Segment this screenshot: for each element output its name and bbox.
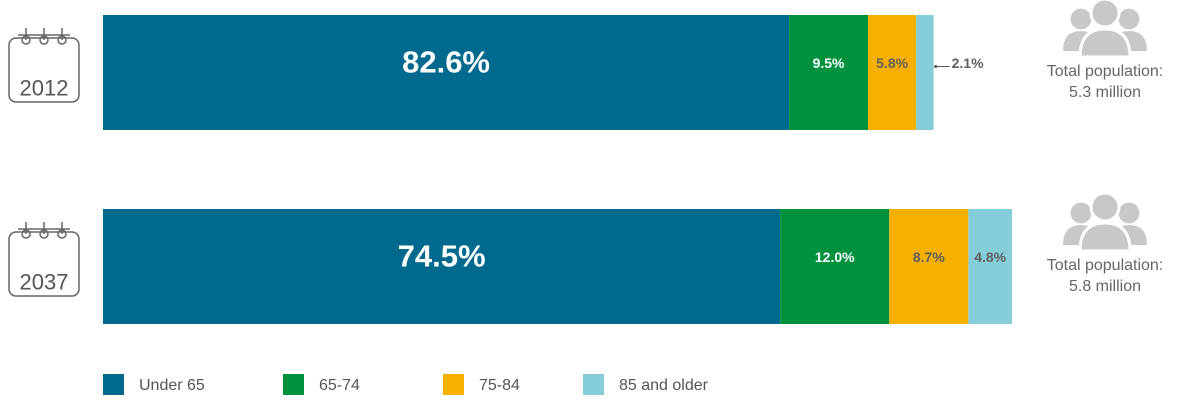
population-value: 5.8 million xyxy=(1069,278,1141,295)
bar-segment xyxy=(103,209,781,324)
value-label: 8.7% xyxy=(913,249,945,265)
person-head xyxy=(1118,8,1140,30)
person-head xyxy=(1118,202,1140,224)
person-head xyxy=(1089,191,1121,223)
bar-segment xyxy=(789,15,869,130)
legend-label: 75-84 xyxy=(479,377,520,394)
legend-label: 85 and older xyxy=(619,377,709,394)
value-label: 9.5% xyxy=(813,55,845,71)
legend-swatch xyxy=(583,374,604,395)
person-head xyxy=(1070,8,1092,30)
person-body xyxy=(1078,221,1132,253)
bar-segment xyxy=(103,15,790,130)
value-label: 2.1% xyxy=(952,55,984,71)
legend-label: Under 65 xyxy=(139,377,205,394)
bar-segment xyxy=(916,15,934,130)
value-label: 5.8% xyxy=(876,55,908,71)
population-label: Total population: xyxy=(1047,257,1164,274)
person-body xyxy=(1078,27,1132,59)
bar-segment xyxy=(868,15,917,130)
value-label: 4.8% xyxy=(974,249,1006,265)
legend-label: 65-74 xyxy=(319,377,360,394)
leader-dot xyxy=(934,65,938,68)
value-label: 12.0% xyxy=(815,249,855,265)
bar-segment xyxy=(968,209,1012,324)
population-label: Total population: xyxy=(1047,63,1164,80)
legend-swatch xyxy=(283,374,304,395)
bar-segment xyxy=(780,209,890,324)
category-label: 2037 xyxy=(20,269,69,294)
legend-swatch xyxy=(443,374,464,395)
person-head xyxy=(1070,202,1092,224)
value-label: 82.6% xyxy=(402,45,490,80)
value-label: 74.5% xyxy=(398,239,486,274)
bar-segment xyxy=(889,209,969,324)
population-value: 5.3 million xyxy=(1069,84,1141,101)
person-head xyxy=(1089,0,1121,29)
category-label: 2012 xyxy=(20,75,69,100)
legend-swatch xyxy=(103,374,124,395)
